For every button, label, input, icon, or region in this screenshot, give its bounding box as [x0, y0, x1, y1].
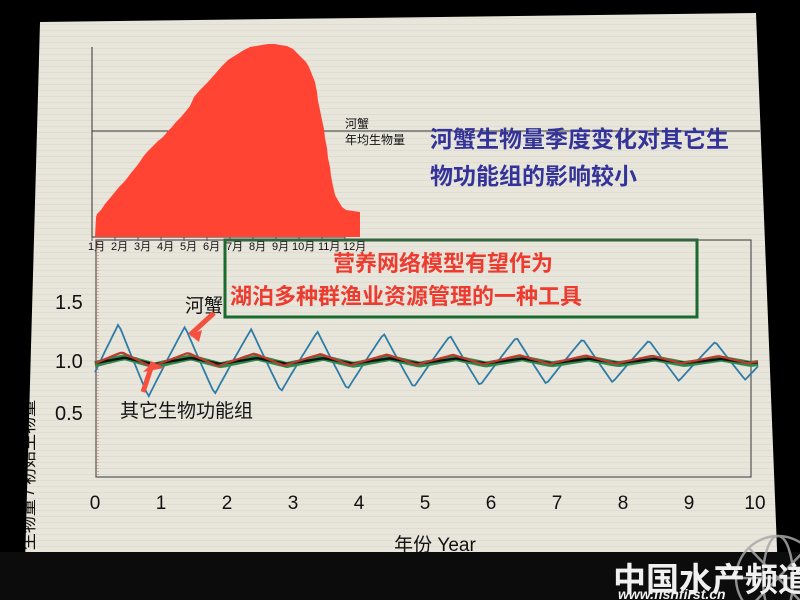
svg-text:www.fishfirst.cn: www.fishfirst.cn: [618, 586, 726, 600]
